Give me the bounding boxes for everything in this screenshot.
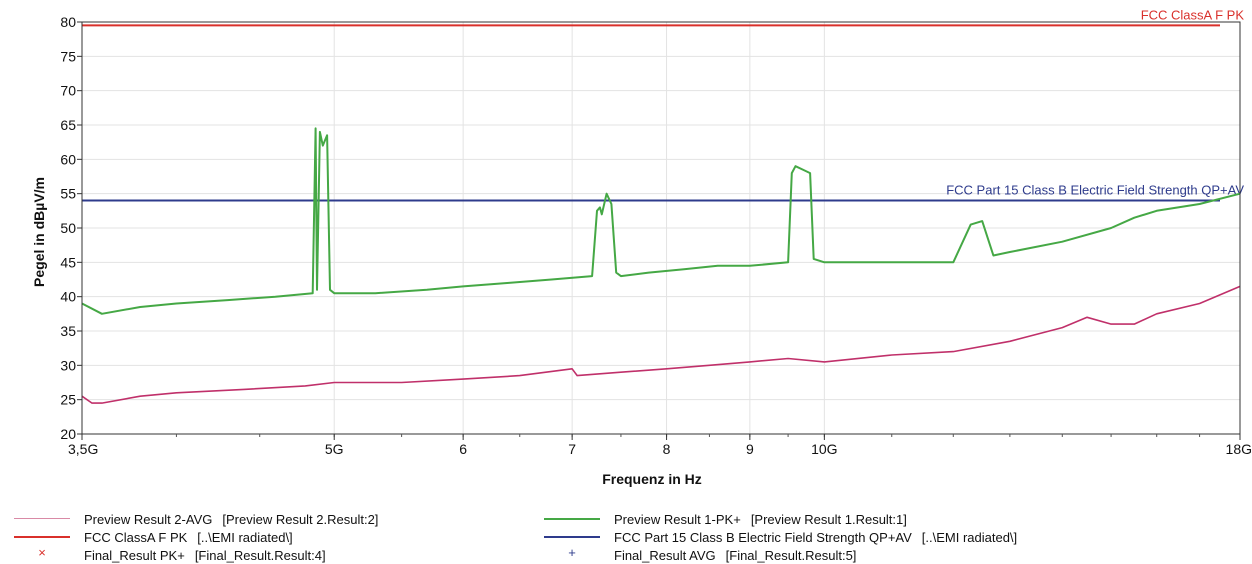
legend-name: Preview Result 2-AVG (84, 511, 213, 527)
legend-ref: [..\EMI radiated\] (921, 529, 1018, 545)
legend-swatch-fcc-classa (14, 532, 70, 542)
grid (82, 22, 1240, 434)
y-tick-label: 70 (60, 83, 76, 99)
legend-item-avg: Preview Result 2-AVG [Preview Result 2.R… (14, 510, 378, 528)
x-tick-label: 10G (811, 441, 837, 457)
legend-name: Preview Result 1-PK+ (614, 511, 741, 527)
legend-name: FCC Part 15 Class B Electric Field Stren… (614, 529, 912, 545)
y-axis-title: Pegel in dBµV/m (31, 177, 47, 287)
limit-lines: FCC ClassA F PK FCC Part 15 Class B Elect… (82, 7, 1245, 202)
legend-ref: [..\EMI radiated\] (197, 529, 293, 545)
y-tick-label: 30 (60, 357, 76, 373)
legend-name: Final_Result AVG (614, 547, 716, 563)
y-tick-label: 75 (60, 48, 76, 64)
limit-label: FCC ClassA F PK (1141, 7, 1245, 22)
legend-item-fcc-classa: FCC ClassA F PK [..\EMI radiated\] (14, 528, 293, 546)
y-tick-label: 35 (60, 323, 76, 339)
legend-item-final-avg: + Final_Result AVG [Final_Result.Result:… (544, 546, 856, 564)
legend-ref: [Final_Result.Result:4] (194, 547, 326, 563)
legend-swatch-pk (544, 514, 600, 524)
legend-swatch-avg (14, 514, 70, 524)
y-tick-label: 45 (60, 254, 76, 270)
legend-name: Final_Result PK+ (84, 547, 185, 563)
limit-label: FCC Part 15 Class B Electric Field Stren… (946, 183, 1244, 198)
x-tick-label: 5G (325, 441, 344, 457)
legend-ref: [Preview Result 1.Result:1] (750, 511, 907, 527)
legend-ref: [Final_Result.Result:5] (725, 547, 857, 563)
plus-marker-icon: + (568, 545, 576, 560)
emi-chart: FCC ClassA F PK FCC Part 15 Class B Elect… (31, 7, 1252, 487)
legend-swatch-fcc-part15 (544, 532, 600, 542)
legend: Preview Result 2-AVG [Preview Result 2.R… (0, 506, 1252, 564)
series-line (81, 285, 1241, 404)
x-axis-title: Frequenz in Hz (602, 471, 702, 487)
y-tick-label: 65 (60, 117, 76, 133)
y-tick-label: 80 (60, 14, 76, 30)
y-tick-label: 60 (60, 151, 76, 167)
x-tick-label: 18G (1226, 441, 1252, 457)
y-axis-ticks: 20 25 30 35 40 45 50 55 60 65 70 75 80 (60, 14, 82, 442)
legend-item-pk: Preview Result 1-PK+ [Preview Result 1.R… (544, 510, 907, 528)
y-tick-label: 50 (60, 220, 76, 236)
legend-item-fcc-part15: FCC Part 15 Class B Electric Field Stren… (544, 528, 1017, 546)
x-marker-icon: × (38, 545, 46, 560)
legend-item-final-pk: × Final_Result PK+ [Final_Result.Result:… (14, 545, 326, 564)
x-axis-ticks: 3,5G 5G 6 7 8 9 10G 18G (68, 434, 1252, 457)
x-tick-label: 8 (663, 441, 671, 457)
legend-ref: [Preview Result 2.Result:2] (222, 511, 379, 527)
x-tick-label: 3,5G (68, 441, 98, 457)
data-series (81, 127, 1241, 404)
legend-name: FCC ClassA F PK (84, 529, 188, 545)
x-tick-label: 6 (459, 441, 467, 457)
y-tick-label: 20 (60, 426, 76, 442)
series-line (81, 127, 1241, 315)
y-tick-label: 25 (60, 392, 76, 408)
x-tick-label: 9 (746, 441, 754, 457)
x-tick-label: 7 (568, 441, 576, 457)
y-tick-label: 40 (60, 289, 76, 305)
y-tick-label: 55 (60, 186, 76, 202)
